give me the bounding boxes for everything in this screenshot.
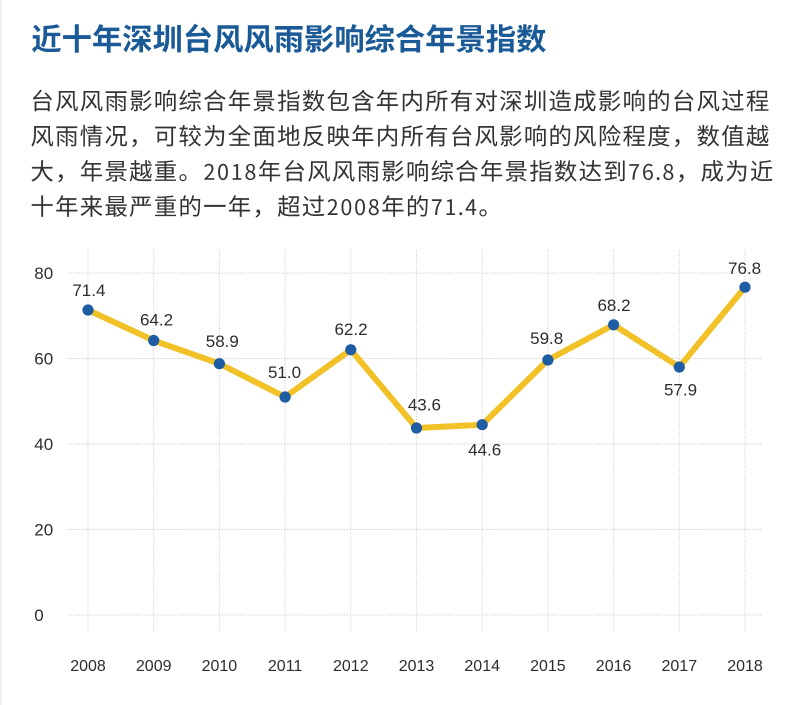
svg-text:76.8: 76.8 bbox=[728, 259, 761, 278]
svg-text:2013: 2013 bbox=[399, 658, 435, 675]
svg-text:2009: 2009 bbox=[136, 658, 172, 675]
svg-text:58.9: 58.9 bbox=[206, 332, 239, 351]
svg-text:80: 80 bbox=[34, 264, 53, 283]
svg-text:68.2: 68.2 bbox=[597, 296, 630, 315]
svg-text:2016: 2016 bbox=[596, 658, 632, 675]
svg-text:2014: 2014 bbox=[464, 658, 500, 675]
svg-text:62.2: 62.2 bbox=[334, 320, 367, 339]
svg-text:0: 0 bbox=[34, 606, 43, 625]
svg-text:71.4: 71.4 bbox=[72, 281, 105, 300]
svg-text:59.8: 59.8 bbox=[530, 329, 563, 348]
svg-text:2008: 2008 bbox=[70, 658, 106, 675]
svg-text:2018: 2018 bbox=[727, 658, 763, 675]
svg-text:2015: 2015 bbox=[530, 658, 566, 675]
svg-text:2017: 2017 bbox=[662, 658, 698, 675]
svg-text:51.0: 51.0 bbox=[268, 363, 301, 382]
svg-text:2011: 2011 bbox=[268, 658, 303, 675]
svg-text:60: 60 bbox=[34, 350, 53, 369]
svg-text:64.2: 64.2 bbox=[140, 310, 173, 329]
svg-text:2010: 2010 bbox=[202, 658, 238, 675]
svg-text:20: 20 bbox=[34, 521, 53, 540]
svg-text:44.6: 44.6 bbox=[468, 440, 501, 459]
svg-text:43.6: 43.6 bbox=[408, 395, 441, 414]
svg-text:57.9: 57.9 bbox=[664, 381, 697, 400]
svg-text:40: 40 bbox=[34, 435, 53, 454]
svg-text:2012: 2012 bbox=[333, 658, 369, 675]
